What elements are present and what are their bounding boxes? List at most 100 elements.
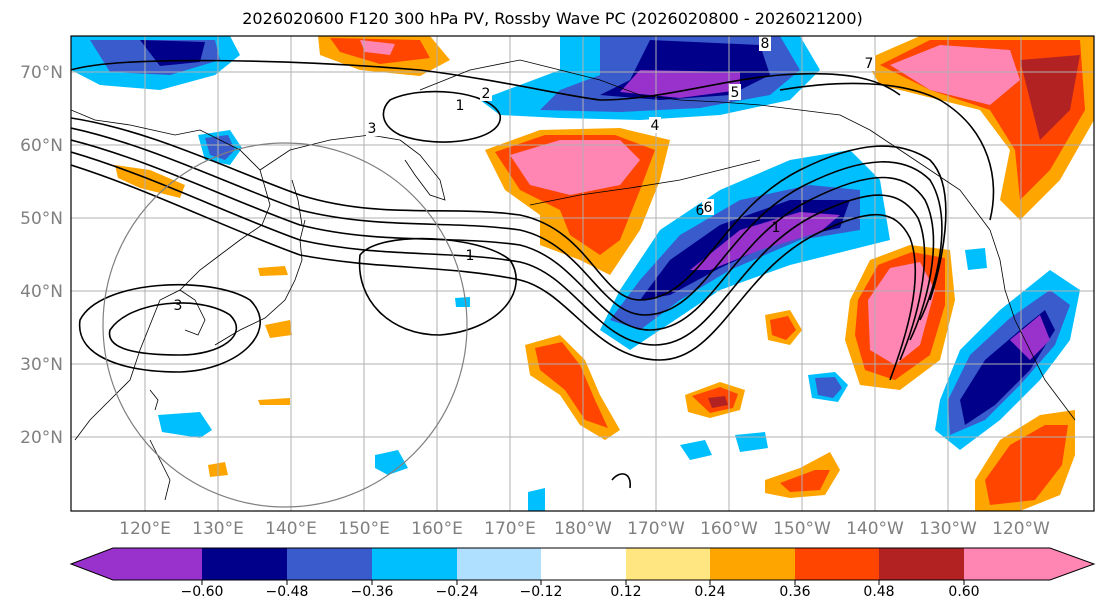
colorbar-segment bbox=[202, 548, 287, 580]
shade-negative-s1 bbox=[158, 412, 212, 438]
lon-label: 180°W bbox=[554, 519, 612, 539]
rossby-wave-contours bbox=[71, 59, 995, 489]
contour-label: 1 bbox=[466, 248, 475, 264]
contour-label: 2 bbox=[482, 86, 491, 102]
contour-label-bg bbox=[863, 55, 875, 71]
coast-asia-east bbox=[71, 109, 271, 441]
colorbar-tick-label: −0.12 bbox=[520, 584, 563, 600]
contour-north-2 bbox=[71, 59, 901, 101]
lat-label: 40°N bbox=[20, 282, 63, 302]
contour-label: 7 bbox=[865, 56, 874, 72]
latitude-labels: 70°N 60°N 50°N 40°N 30°N 20°N bbox=[20, 63, 63, 448]
coast-aleutians bbox=[529, 159, 761, 206]
contour-label: 6 bbox=[696, 203, 705, 219]
lon-label: 120°W bbox=[992, 519, 1050, 539]
colorbar-segment bbox=[372, 548, 457, 580]
lon-label: 150°W bbox=[773, 519, 831, 539]
colorbar-segment bbox=[964, 548, 1050, 580]
graticule bbox=[71, 36, 1094, 511]
contour-label: 4 bbox=[651, 118, 660, 134]
longitude-labels: 120°E 130°E 140°E 150°E 160°E 170°E 180°W 170°W… bbox=[119, 519, 1050, 539]
shade-negative-125w-4 bbox=[1010, 315, 1050, 360]
contour-label: 5 bbox=[731, 85, 740, 101]
lon-label: 140°E bbox=[265, 519, 317, 539]
contour-label-bg bbox=[366, 120, 378, 136]
contour-hawaii bbox=[611, 473, 631, 489]
contour-label-bg bbox=[729, 84, 741, 100]
shade-negative-sakhalin-2 bbox=[205, 135, 235, 160]
contour-label: 3 bbox=[368, 121, 377, 137]
coast-siberia bbox=[419, 59, 721, 103]
coast-okhotsk bbox=[259, 134, 401, 171]
colorbar-tick-label: 0.12 bbox=[610, 584, 641, 600]
shade-positive-small2 bbox=[258, 398, 290, 405]
contour-jet-3 bbox=[71, 139, 935, 341]
colorbar-tick-label: 0.36 bbox=[779, 584, 810, 600]
shade-negative-150w-2 bbox=[815, 377, 842, 398]
lat-label: 30°N bbox=[20, 355, 63, 375]
colorbar-segment bbox=[541, 548, 626, 580]
colorbar-max-extension bbox=[1050, 548, 1094, 580]
contour-jet-4 bbox=[71, 151, 926, 361]
lon-label: 160°W bbox=[700, 519, 758, 539]
shade-positive-kam-3 bbox=[510, 140, 640, 195]
contour-label: 6 bbox=[704, 200, 713, 216]
shade-positive-140w-3 bbox=[868, 262, 935, 365]
lon-label: 120°E bbox=[119, 519, 171, 539]
colorbar-segment bbox=[113, 548, 202, 580]
contour-jet-5 bbox=[71, 164, 917, 381]
lat-label: 20°N bbox=[20, 428, 63, 448]
contour-label: 3 bbox=[174, 298, 183, 314]
contour-ridge-east bbox=[779, 82, 995, 221]
colorbar-min-extension bbox=[71, 548, 113, 580]
colorbar-segment bbox=[710, 548, 795, 580]
map-frame bbox=[70, 35, 1095, 512]
shade-negative-s3 bbox=[680, 440, 712, 460]
lat-label: 70°N bbox=[20, 63, 63, 83]
colorbar-segment bbox=[287, 548, 372, 580]
shade-negative-s6 bbox=[455, 297, 470, 307]
lon-label: 150°E bbox=[338, 519, 390, 539]
contour-label-bg bbox=[759, 36, 771, 51]
contour-label-layer: 1 2 3 4 5 6 8 7 3 1 1 6 bbox=[174, 36, 875, 314]
map-panel: 1 2 3 4 5 6 8 7 3 1 1 6 bbox=[70, 35, 1095, 512]
coast-korea bbox=[179, 289, 206, 336]
shade-negative-nw-3 bbox=[140, 40, 205, 66]
lon-label: 130°W bbox=[919, 519, 977, 539]
shade-negative-s5 bbox=[528, 488, 545, 511]
lon-label: 140°W bbox=[846, 519, 904, 539]
colorbar-tick-label: −0.48 bbox=[266, 584, 309, 600]
lon-label: 170°W bbox=[627, 519, 685, 539]
colorbar-ticks: −0.60 −0.48 −0.36 −0.24 −0.12 0.12 0.24 0.36 0.4… bbox=[181, 580, 980, 600]
contour-label-bg bbox=[649, 117, 661, 133]
coast-philippines bbox=[149, 439, 171, 501]
contour-label: 1 bbox=[456, 98, 465, 114]
shade-positive-hawaii-3 bbox=[708, 396, 728, 408]
colorbar-tick-label: 0.60 bbox=[948, 584, 979, 600]
colorbar-segment bbox=[457, 548, 541, 580]
colorbar-outline bbox=[69, 547, 1096, 581]
colorbar-tick-label: −0.60 bbox=[181, 584, 224, 600]
colorbar-segment bbox=[626, 548, 710, 580]
lon-label: 130°E bbox=[192, 519, 244, 539]
lat-label: 50°N bbox=[20, 209, 63, 229]
shade-negative-s2 bbox=[375, 450, 408, 475]
coast-kamchatka bbox=[399, 139, 446, 201]
shade-negative-s7 bbox=[965, 248, 987, 270]
shade-positive-nc-3 bbox=[360, 40, 395, 55]
coast-sakhalin bbox=[291, 179, 303, 226]
contour-high-160e bbox=[358, 237, 517, 336]
pv-shading bbox=[71, 36, 1094, 511]
colorbar-tick-label: −0.36 bbox=[351, 584, 394, 600]
contour-label: 8 bbox=[761, 36, 770, 52]
shade-positive-se-2 bbox=[985, 425, 1068, 505]
colorbar-tick-label: 0.24 bbox=[694, 584, 725, 600]
colorbar-tick-label: 0.48 bbox=[863, 584, 894, 600]
coast-taiwan bbox=[149, 389, 159, 411]
coast-japan bbox=[214, 219, 306, 346]
shade-negative-north-4 bbox=[620, 70, 740, 98]
contour-north-1 bbox=[382, 90, 501, 143]
shade-positive-sw-2 bbox=[780, 470, 830, 492]
shade-positive-ne-3 bbox=[890, 45, 1020, 105]
